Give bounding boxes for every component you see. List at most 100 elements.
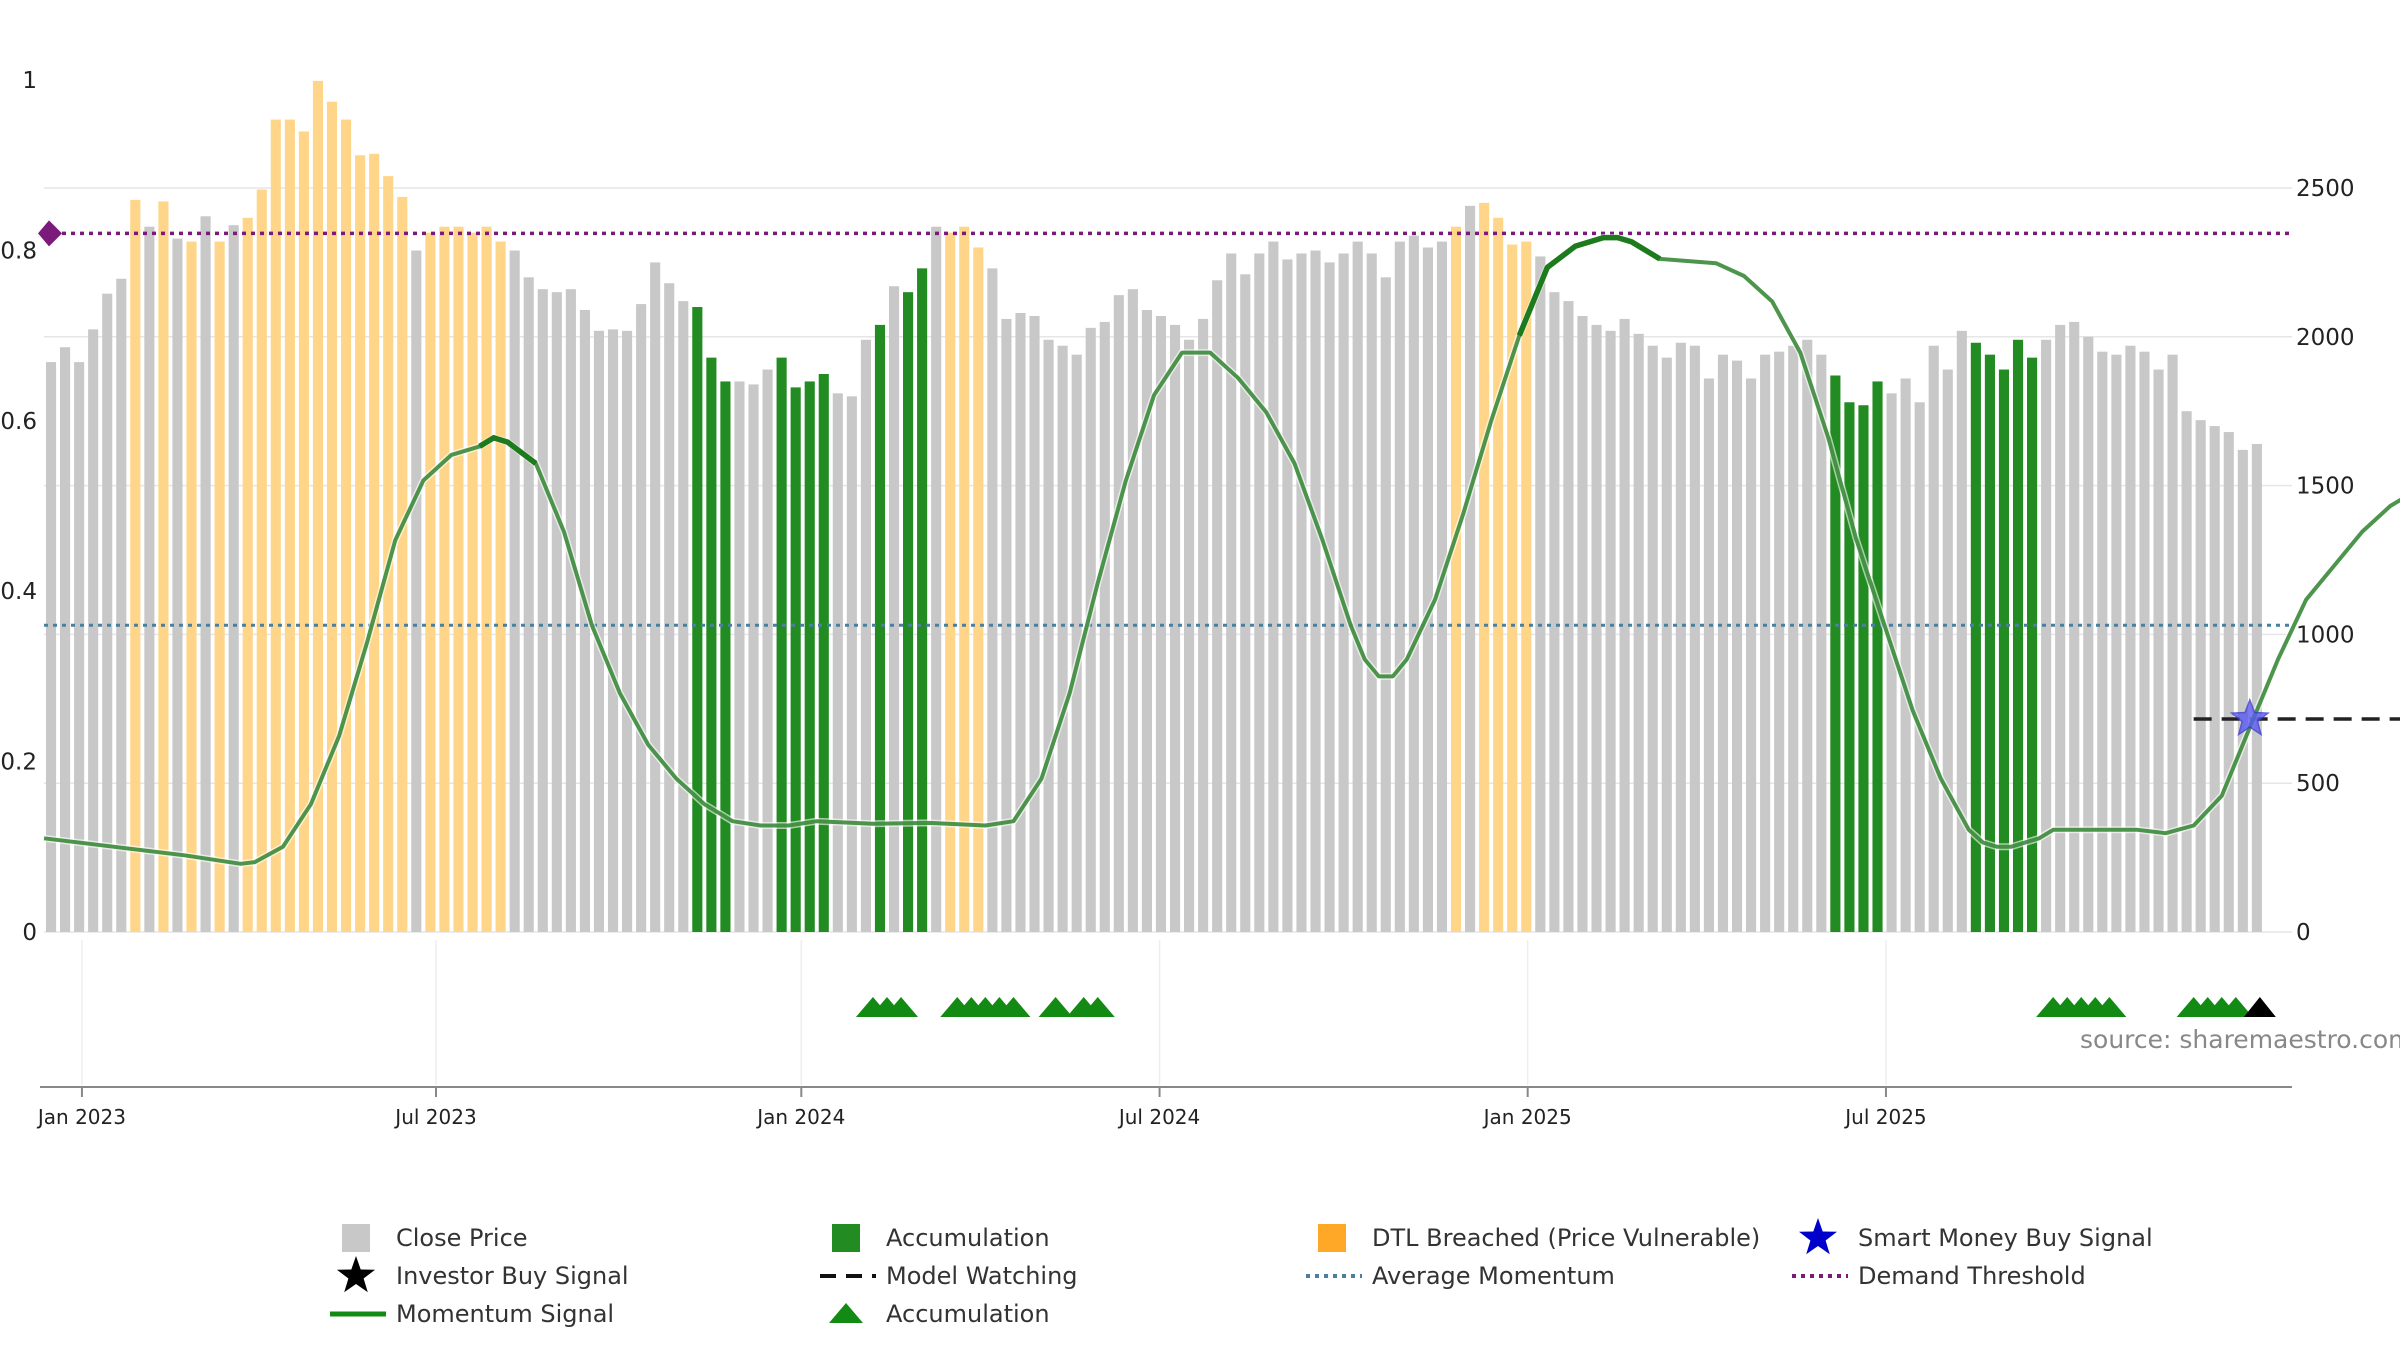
x-tick-label: Jan 2023 [36, 1105, 126, 1129]
close-price-bar [1366, 253, 1377, 933]
accumulation-bar [917, 268, 928, 932]
accumulation-bar [1830, 375, 1841, 932]
close-price-bar [1942, 369, 1953, 932]
legend-accumulation: Accumulation [886, 1224, 1050, 1252]
x-tick-label: Jan 2025 [1482, 1105, 1572, 1129]
dtl-bar [158, 201, 169, 933]
legend-investor: Investor Buy Signal [396, 1262, 629, 1290]
dtl-bar [959, 226, 970, 933]
close-price-bar [1226, 253, 1237, 933]
investor-buy-triangle [2243, 997, 2276, 1017]
dtl-bar [355, 155, 366, 932]
close-price-bar [1071, 354, 1082, 932]
momentum-highlight [478, 435, 538, 466]
accumulation-bar [1872, 381, 1883, 932]
left-tick-label: 0.2 [0, 750, 37, 776]
close-price-bar [1886, 393, 1897, 932]
signal-markers [855, 697, 2276, 1017]
close-price-bar [1338, 253, 1349, 933]
left-tick-label: 0.4 [0, 579, 37, 605]
legend-smart-money: Smart Money Buy Signal [1858, 1224, 2153, 1252]
legend-accumulation-triangle [829, 1303, 863, 1323]
dtl-bar [945, 232, 956, 932]
close-price-bar [1760, 354, 1771, 932]
close-price-bar [1731, 360, 1743, 932]
close-price-bar [172, 238, 183, 933]
close-price-bar [1746, 378, 1757, 932]
close-price-bar [228, 225, 239, 932]
accumulation-triangle [2218, 997, 2253, 1017]
smart-money-buy-star [2229, 697, 2270, 737]
bar-series [45, 80, 2262, 933]
close-price-bar [1914, 402, 1925, 933]
accumulation-bar [903, 292, 914, 932]
legend-investor-star [337, 1256, 375, 1293]
close-price-bar [1549, 292, 1560, 932]
close-price-bar [1774, 351, 1785, 932]
close-price-bar [888, 286, 900, 932]
close-price-bar [2139, 351, 2150, 932]
dtl-bar [397, 196, 408, 933]
close-price-bar [987, 268, 998, 932]
close-price-bar [1324, 262, 1335, 932]
close-price-bar [1563, 301, 1574, 932]
close-price-bar [1099, 321, 1110, 932]
close-price-bar [1928, 345, 1939, 932]
dtl-bar [256, 189, 267, 932]
accumulation-bar [776, 357, 787, 933]
accumulation-bar [818, 374, 829, 932]
legend-accumulation-swatch [832, 1224, 860, 1252]
close-price-bar [931, 226, 942, 933]
left-tick-label: 0.8 [0, 238, 37, 264]
close-price-bar [579, 310, 590, 932]
close-price-bar [1465, 205, 1476, 932]
close-price-bar [1605, 330, 1616, 932]
close-price-bar [1212, 280, 1223, 933]
dtl-bar [326, 101, 338, 933]
close-price-bar [748, 384, 759, 932]
close-price-bar [1956, 330, 1967, 932]
close-price-bar [2041, 339, 2052, 932]
legend-demand-threshold: Demand Threshold [1858, 1262, 2086, 1290]
close-price-bar [678, 301, 689, 932]
dtl-bar [369, 153, 380, 932]
x-tick-label: Jul 2025 [1843, 1105, 1926, 1129]
close-price-bar [1633, 333, 1644, 933]
close-price-bar [116, 278, 127, 932]
x-tick-label: Jan 2024 [755, 1105, 845, 1129]
close-price-bar [2209, 426, 2220, 932]
close-price-bar [523, 277, 534, 932]
right-tick-label: 1000 [2296, 622, 2355, 648]
legend-smart-money-star [1799, 1218, 1837, 1255]
close-price-bar [2069, 321, 2080, 932]
legend-momentum: Momentum Signal [396, 1300, 614, 1328]
dtl-bar [242, 217, 253, 932]
right-tick-label: 0 [2296, 920, 2311, 946]
accumulation-bar [2027, 357, 2038, 933]
x-tick-label: Jul 2023 [393, 1105, 476, 1129]
close-price-bar [1015, 312, 1026, 932]
line-series [38, 220, 2400, 868]
close-price-bar [1675, 342, 1686, 932]
close-price-bar [734, 381, 745, 932]
legend-accumulation-triangle-label: Accumulation [886, 1300, 1050, 1328]
x-tick-label: Jul 2024 [1117, 1105, 1200, 1129]
close-price-bar [622, 330, 633, 932]
dtl-bar [1493, 217, 1504, 932]
close-price-bar [551, 292, 562, 932]
close-price-bar [607, 329, 619, 932]
accumulation-bar [1970, 342, 1981, 932]
right-tick-label: 2500 [2296, 176, 2355, 202]
close-price-bar [1268, 241, 1279, 932]
right-tick-label: 1500 [2296, 474, 2355, 500]
close-price-bar [1380, 277, 1391, 932]
accumulation-bar [874, 324, 886, 932]
dtl-bar [453, 226, 464, 933]
close-price-bar [411, 250, 422, 933]
accumulation-bar [1844, 402, 1855, 933]
dtl-bar [1521, 241, 1532, 932]
dtl-bar [425, 232, 436, 932]
close-price-bar [593, 330, 605, 932]
close-price-bar [2181, 411, 2192, 932]
close-price-bar [664, 283, 675, 932]
